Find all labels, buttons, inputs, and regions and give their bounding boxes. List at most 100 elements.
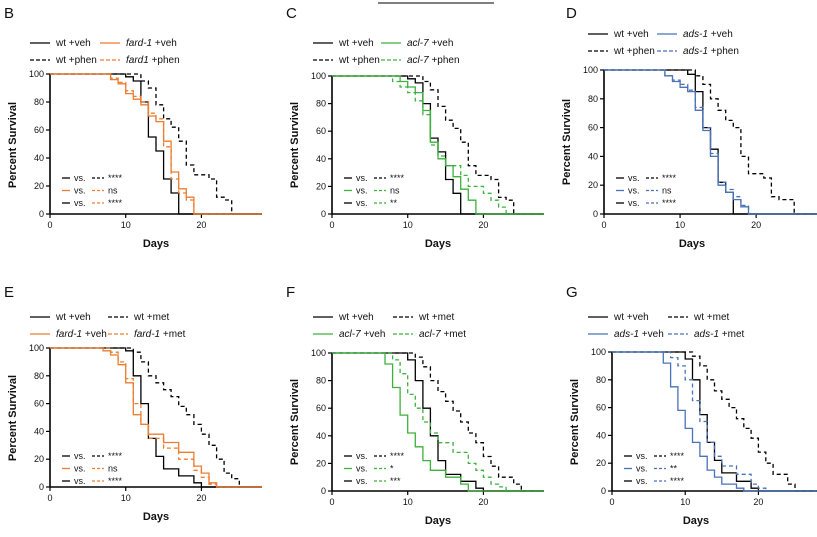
- panel-letter: G: [566, 284, 578, 301]
- legend-label: wt +veh: [338, 38, 374, 49]
- y-tick-label: 20: [316, 458, 326, 468]
- y-tick-label: 0: [321, 209, 326, 219]
- stat-significance: ****: [662, 198, 677, 208]
- legend-label: fard-1 +veh: [56, 329, 107, 340]
- series-line: [50, 73, 262, 215]
- y-tick-label: 60: [588, 123, 598, 133]
- stat-vs: vs.: [74, 476, 86, 486]
- legend-label: wt +veh: [55, 38, 91, 49]
- panel-e: E 0 20 40 60 80 100 0 10 20 Days Percent Survival wt…: [4, 284, 262, 523]
- stat-vs: vs.: [74, 451, 86, 461]
- stat-significance: ns: [108, 186, 118, 196]
- y-tick-label: 0: [321, 486, 326, 496]
- series-line: [332, 352, 544, 492]
- y-tick-label: 20: [588, 180, 598, 190]
- y-tick-label: 0: [39, 209, 44, 219]
- x-tick-label: 0: [329, 497, 334, 507]
- stat-significance: ****: [670, 451, 685, 461]
- x-tick-label: 20: [478, 497, 488, 507]
- panel-g: G 0 20 40 60 80 100 0 10 20 Days Percent Survival wt…: [566, 284, 817, 527]
- panel-c: C 0 20 40 60 80 100 0 10 20 Days Percent Survival wt…: [286, 5, 544, 250]
- stat-vs: vs.: [636, 464, 648, 474]
- y-axis-title: Percent Survival: [7, 102, 19, 188]
- y-tick-label: 20: [34, 454, 44, 464]
- panel-d: D 0 20 40 60 80 100 0 10 20 Days Percent Survival wt…: [561, 5, 817, 250]
- legend-label: wt +met: [418, 312, 455, 323]
- y-tick-label: 60: [34, 125, 44, 135]
- stat-significance: ****: [108, 173, 123, 183]
- y-tick-label: 40: [34, 426, 44, 436]
- stat-vs: vs.: [74, 464, 86, 474]
- x-tick-label: 10: [675, 220, 685, 230]
- series-line: [604, 69, 817, 215]
- legend-label: ads-1 +veh: [683, 29, 733, 40]
- x-tick-label: 0: [47, 220, 52, 230]
- legend-label: fard1 +phen: [126, 55, 180, 66]
- panel-letter: E: [4, 284, 14, 301]
- stat-significance: ****: [108, 476, 123, 486]
- x-tick-label: 20: [196, 220, 206, 230]
- x-axis-title: Days: [679, 238, 705, 250]
- series-line: [50, 347, 262, 488]
- x-axis-title: Days: [425, 238, 451, 250]
- y-tick-label: 80: [316, 99, 326, 109]
- series-line: [332, 352, 544, 492]
- stat-significance: **: [390, 198, 398, 208]
- stat-vs: vs.: [74, 198, 86, 208]
- x-tick-label: 10: [121, 220, 131, 230]
- legend-label: wt +phen: [55, 55, 97, 66]
- stat-vs: vs.: [356, 476, 368, 486]
- stat-significance: ****: [108, 451, 123, 461]
- stat-significance: *: [390, 464, 394, 474]
- legend-label: wt +veh: [338, 312, 374, 323]
- legend-label: wt +met: [133, 312, 170, 323]
- legend-label: acl-7 +met: [419, 329, 466, 340]
- x-tick-label: 20: [196, 493, 206, 503]
- y-tick-label: 40: [316, 431, 326, 441]
- stat-vs: vs.: [356, 464, 368, 474]
- x-tick-label: 20: [478, 220, 488, 230]
- y-tick-label: 100: [29, 343, 44, 353]
- y-axis-title: Percent Survival: [289, 379, 301, 465]
- y-tick-label: 100: [583, 65, 598, 75]
- x-axis-title: Days: [143, 238, 169, 250]
- stat-significance: ****: [108, 198, 123, 208]
- panel-letter: F: [286, 284, 295, 301]
- stat-vs: vs.: [628, 173, 640, 183]
- legend-label: wt +veh: [613, 312, 649, 323]
- stat-significance: ***: [390, 476, 401, 486]
- legend-label: acl-7 +phen: [407, 55, 460, 66]
- legend-label: fard-1 +veh: [126, 38, 177, 49]
- y-tick-label: 60: [316, 126, 326, 136]
- y-tick-label: 0: [601, 486, 606, 496]
- y-tick-label: 80: [34, 371, 44, 381]
- series-line: [50, 73, 262, 215]
- legend-label: wt +veh: [613, 29, 649, 40]
- stat-vs: vs.: [356, 198, 368, 208]
- stat-vs: vs.: [636, 451, 648, 461]
- stat-vs: vs.: [356, 451, 368, 461]
- legend-label: wt +veh: [55, 312, 91, 323]
- legend-label: fard-1 +met: [134, 329, 186, 340]
- stat-significance: ****: [662, 173, 677, 183]
- stat-vs: vs.: [356, 173, 368, 183]
- series-line: [50, 73, 262, 215]
- panel-b: B 0 20 40 60 80 100 0 10 20 Days Percent Survival wt…: [4, 5, 262, 250]
- stat-vs: vs.: [74, 186, 86, 196]
- series-line: [612, 351, 817, 492]
- series-line: [612, 351, 817, 492]
- y-tick-label: 80: [34, 97, 44, 107]
- stat-vs: vs.: [628, 186, 640, 196]
- stat-vs: vs.: [628, 198, 640, 208]
- stat-vs: vs.: [356, 186, 368, 196]
- y-tick-label: 0: [39, 482, 44, 492]
- panel-letter: B: [4, 5, 14, 22]
- series-line: [604, 69, 817, 215]
- y-axis-title: Percent Survival: [289, 102, 301, 188]
- legend-label: ads-1 +veh: [614, 329, 664, 340]
- series-line: [50, 347, 262, 488]
- stat-vs: vs.: [74, 173, 86, 183]
- x-tick-label: 10: [403, 497, 413, 507]
- y-tick-label: 60: [34, 399, 44, 409]
- x-tick-label: 20: [753, 497, 763, 507]
